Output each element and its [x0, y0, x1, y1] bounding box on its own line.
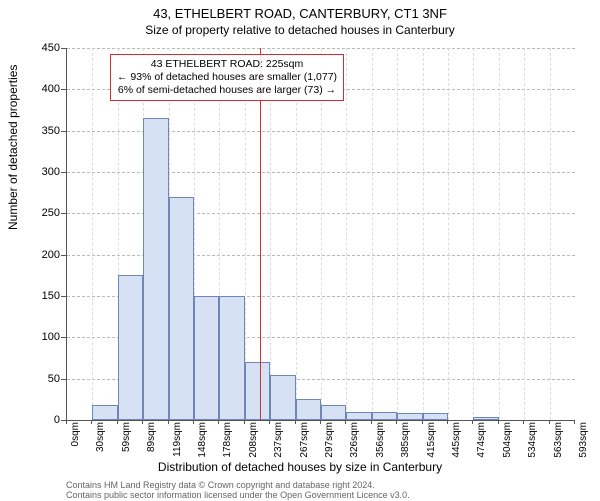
- x-tick-mark: [422, 420, 423, 424]
- histogram-bar: [169, 197, 194, 420]
- x-tick-label: 30sqm: [95, 422, 106, 452]
- y-tick-label: 300: [10, 166, 60, 178]
- x-tick-label: 593sqm: [578, 422, 589, 458]
- histogram-bar: [194, 296, 219, 420]
- x-tick-mark: [295, 420, 296, 424]
- y-tick-label: 150: [10, 290, 60, 302]
- y-tick-label: 200: [10, 249, 60, 261]
- x-tick-mark: [66, 420, 67, 424]
- x-tick-mark: [523, 420, 524, 424]
- gridline-v: [372, 48, 373, 420]
- histogram-bar: [245, 362, 270, 420]
- x-tick-mark: [244, 420, 245, 424]
- chart-container: 43, ETHELBERT ROAD, CANTERBURY, CT1 3NF …: [0, 0, 600, 500]
- annotation-line-3: 6% of semi-detached houses are larger (7…: [117, 84, 337, 97]
- gridline-v: [473, 48, 474, 420]
- chart-subtitle: Size of property relative to detached ho…: [0, 22, 600, 37]
- x-tick-mark: [269, 420, 270, 424]
- x-axis-label: Distribution of detached houses by size …: [0, 460, 600, 474]
- x-tick-mark: [574, 420, 575, 424]
- x-tick-mark: [320, 420, 321, 424]
- gridline-v: [524, 48, 525, 420]
- x-tick-mark: [472, 420, 473, 424]
- x-tick-label: 474sqm: [476, 422, 487, 458]
- y-tick-label: 50: [10, 373, 60, 385]
- gridline-v: [550, 48, 551, 420]
- x-tick-label: 385sqm: [400, 422, 411, 458]
- gridline-v: [499, 48, 500, 420]
- x-tick-label: 119sqm: [172, 422, 183, 457]
- x-tick-mark: [345, 420, 346, 424]
- histogram-bar: [346, 412, 371, 420]
- x-tick-label: 148sqm: [197, 422, 208, 458]
- x-tick-label: 415sqm: [426, 422, 437, 458]
- y-tick-label: 400: [10, 83, 60, 95]
- x-tick-mark: [447, 420, 448, 424]
- x-tick-label: 534sqm: [527, 422, 538, 458]
- y-tick-label: 250: [10, 207, 60, 219]
- gridline-v: [92, 48, 93, 420]
- x-tick-mark: [371, 420, 372, 424]
- x-tick-label: 267sqm: [299, 422, 310, 458]
- marker-annotation: 43 ETHELBERT ROAD: 225sqm ← 93% of detac…: [110, 54, 344, 101]
- x-tick-mark: [396, 420, 397, 424]
- x-tick-label: 326sqm: [349, 422, 360, 458]
- x-tick-label: 563sqm: [553, 422, 564, 458]
- histogram-bar: [473, 417, 498, 420]
- x-tick-label: 59sqm: [121, 422, 132, 452]
- footer-attribution: Contains HM Land Registry data © Crown c…: [66, 480, 410, 501]
- x-tick-mark: [218, 420, 219, 424]
- x-tick-label: 89sqm: [146, 422, 157, 452]
- x-tick-mark: [498, 420, 499, 424]
- y-tick-label: 350: [10, 125, 60, 137]
- gridline-v: [321, 48, 322, 420]
- histogram-bar: [372, 412, 397, 420]
- annotation-line-2: ← 93% of detached houses are smaller (1,…: [117, 71, 337, 84]
- x-tick-mark: [117, 420, 118, 424]
- x-tick-label: 208sqm: [248, 422, 259, 458]
- footer-line-1: Contains HM Land Registry data © Crown c…: [66, 480, 410, 490]
- histogram-bar: [296, 399, 321, 420]
- x-tick-mark: [142, 420, 143, 424]
- x-tick-label: 237sqm: [273, 422, 284, 458]
- x-tick-label: 504sqm: [502, 422, 513, 458]
- histogram-bar: [92, 405, 117, 420]
- histogram-bar: [270, 375, 295, 420]
- gridline-v: [448, 48, 449, 420]
- gridline-v: [270, 48, 271, 420]
- histogram-bar: [321, 405, 346, 420]
- gridline-v: [346, 48, 347, 420]
- gridline-v: [296, 48, 297, 420]
- x-tick-mark: [168, 420, 169, 424]
- gridline-v: [397, 48, 398, 420]
- histogram-bar: [118, 275, 143, 420]
- plot-area: [66, 48, 575, 421]
- annotation-line-1: 43 ETHELBERT ROAD: 225sqm: [117, 58, 337, 71]
- x-tick-label: 178sqm: [222, 422, 233, 458]
- y-tick-label: 100: [10, 331, 60, 343]
- footer-line-2: Contains public sector information licen…: [66, 490, 410, 500]
- x-tick-label: 356sqm: [375, 422, 386, 458]
- histogram-bar: [143, 118, 168, 420]
- x-tick-mark: [91, 420, 92, 424]
- x-tick-label: 297sqm: [324, 422, 335, 458]
- histogram-bar: [423, 413, 448, 420]
- chart-title: 43, ETHELBERT ROAD, CANTERBURY, CT1 3NF: [0, 0, 600, 22]
- reference-line: [260, 48, 261, 420]
- gridline-v: [423, 48, 424, 420]
- x-tick-mark: [193, 420, 194, 424]
- y-tick-label: 0: [10, 414, 60, 426]
- x-tick-label: 445sqm: [451, 422, 462, 458]
- y-tick-label: 450: [10, 42, 60, 54]
- histogram-bar: [219, 296, 244, 420]
- x-tick-mark: [549, 420, 550, 424]
- histogram-bar: [397, 413, 422, 420]
- x-tick-label: 0sqm: [70, 422, 81, 446]
